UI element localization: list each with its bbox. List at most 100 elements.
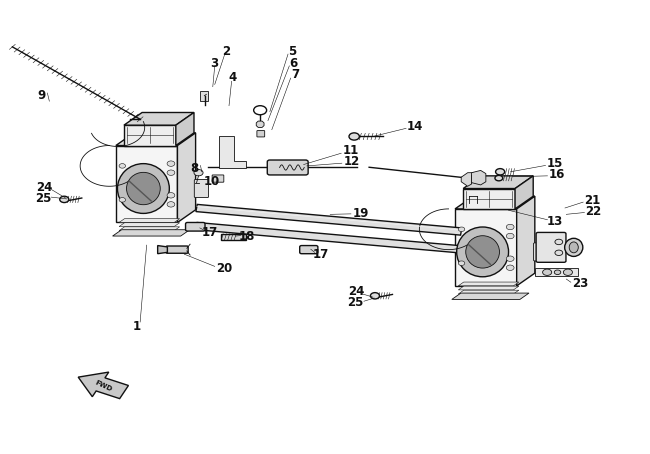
Circle shape: [119, 197, 125, 202]
Circle shape: [167, 161, 175, 166]
FancyBboxPatch shape: [166, 246, 188, 253]
Text: 2: 2: [222, 45, 230, 58]
Text: 24: 24: [348, 285, 364, 298]
Ellipse shape: [457, 227, 508, 277]
Ellipse shape: [565, 238, 583, 257]
Text: 3: 3: [211, 57, 219, 69]
Polygon shape: [458, 286, 519, 290]
Circle shape: [458, 261, 465, 266]
Text: 1: 1: [133, 320, 141, 333]
FancyBboxPatch shape: [267, 160, 308, 175]
Circle shape: [495, 175, 502, 181]
Text: 24: 24: [36, 181, 53, 194]
Circle shape: [370, 293, 380, 299]
Circle shape: [458, 227, 465, 232]
Polygon shape: [196, 204, 462, 235]
Circle shape: [495, 168, 504, 175]
Polygon shape: [158, 246, 168, 254]
Circle shape: [564, 269, 573, 276]
Polygon shape: [452, 293, 529, 300]
Polygon shape: [455, 209, 517, 286]
Text: 20: 20: [216, 262, 233, 275]
Text: 25: 25: [34, 192, 51, 205]
Circle shape: [506, 224, 514, 230]
Text: 17: 17: [313, 247, 329, 261]
Polygon shape: [218, 136, 246, 168]
Circle shape: [119, 163, 125, 168]
FancyBboxPatch shape: [212, 175, 224, 182]
Text: 8: 8: [190, 162, 198, 175]
Text: 5: 5: [289, 45, 296, 58]
Polygon shape: [458, 294, 519, 298]
Text: 14: 14: [406, 120, 422, 133]
Text: 15: 15: [547, 157, 563, 170]
FancyBboxPatch shape: [534, 243, 548, 261]
Circle shape: [60, 196, 69, 202]
FancyBboxPatch shape: [200, 91, 208, 101]
Text: 23: 23: [572, 277, 588, 290]
Text: 12: 12: [344, 155, 360, 168]
Text: 6: 6: [290, 57, 298, 69]
Text: 4: 4: [229, 71, 237, 84]
Circle shape: [506, 233, 514, 239]
Polygon shape: [112, 230, 190, 236]
Polygon shape: [196, 222, 465, 253]
Text: 25: 25: [346, 296, 363, 309]
Polygon shape: [119, 223, 179, 227]
Polygon shape: [458, 282, 519, 286]
Ellipse shape: [127, 173, 161, 205]
Circle shape: [167, 192, 175, 198]
Polygon shape: [116, 146, 177, 222]
Polygon shape: [119, 219, 179, 222]
Text: 10: 10: [203, 175, 220, 188]
FancyBboxPatch shape: [257, 131, 265, 137]
Ellipse shape: [569, 242, 578, 253]
Polygon shape: [472, 170, 486, 185]
Text: 17: 17: [202, 226, 218, 239]
Polygon shape: [517, 196, 535, 286]
Text: 19: 19: [352, 207, 369, 220]
Polygon shape: [458, 290, 519, 294]
Polygon shape: [535, 268, 578, 276]
Text: 7: 7: [292, 69, 300, 81]
Polygon shape: [124, 125, 176, 146]
Polygon shape: [515, 176, 533, 209]
Text: 9: 9: [38, 89, 46, 102]
Circle shape: [506, 265, 514, 271]
Circle shape: [194, 169, 203, 176]
Text: 13: 13: [547, 215, 564, 227]
Text: 16: 16: [549, 168, 566, 181]
Circle shape: [555, 250, 563, 256]
Polygon shape: [119, 231, 179, 235]
Ellipse shape: [118, 163, 170, 213]
Text: FWD: FWD: [94, 379, 112, 392]
Polygon shape: [176, 113, 194, 146]
Polygon shape: [177, 133, 196, 222]
Text: 21: 21: [584, 194, 601, 207]
FancyBboxPatch shape: [185, 222, 205, 231]
Polygon shape: [119, 227, 179, 231]
Circle shape: [167, 202, 175, 207]
Circle shape: [555, 239, 563, 245]
Polygon shape: [463, 176, 533, 188]
Circle shape: [349, 133, 359, 140]
Ellipse shape: [466, 236, 499, 268]
FancyBboxPatch shape: [536, 232, 566, 262]
Text: 11: 11: [343, 144, 359, 158]
Text: 22: 22: [586, 205, 602, 217]
Circle shape: [167, 170, 175, 175]
Polygon shape: [463, 188, 515, 209]
Polygon shape: [256, 121, 264, 128]
Text: 18: 18: [239, 230, 255, 242]
Polygon shape: [124, 113, 194, 125]
Circle shape: [506, 256, 514, 262]
Polygon shape: [462, 173, 476, 186]
Polygon shape: [78, 372, 129, 399]
FancyBboxPatch shape: [300, 246, 318, 254]
Polygon shape: [221, 234, 246, 240]
Polygon shape: [116, 133, 196, 146]
Circle shape: [543, 269, 552, 276]
Circle shape: [554, 270, 561, 275]
FancyBboxPatch shape: [194, 179, 209, 197]
Polygon shape: [455, 196, 535, 209]
